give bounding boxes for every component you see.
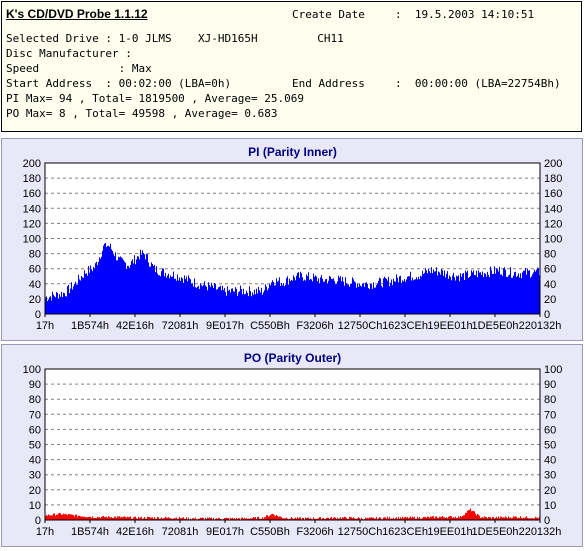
pi-chart: PI (Parity Inner) 0 0 20 20 40 40 60 60 80 80 100 10…	[23, 145, 563, 332]
po-ytick-right: 20	[544, 485, 556, 497]
pi-xtick-label: 12750Ch	[338, 320, 383, 332]
disc-manufacturer-line: Disc Manufacturer :	[6, 47, 132, 60]
po-ytick-left: 80	[29, 394, 41, 406]
pi-ytick-right: 0	[544, 309, 550, 321]
po-ytick-left: 40	[29, 455, 41, 467]
pi-ytick-left: 80	[29, 249, 41, 261]
pi-summary-line: PI Max= 94 , Total= 1819500 , Average= 2…	[6, 92, 305, 105]
pi-ytick-right: 100	[544, 234, 562, 246]
pi-ytick-left: 140	[23, 203, 41, 215]
po-chart-panel: PO (Parity Outer) 0 0 10 10 20 20 30 30 40 40 50 50 6…	[1, 344, 583, 547]
pi-ytick-right: 180	[544, 173, 562, 185]
end-address-label: End Address	[292, 77, 365, 90]
po-summary-line: PO Max= 8 , Total= 49598 , Average= 0.68…	[6, 107, 278, 120]
end-address-value: : 00:00:00 (LBA=22754Bh)	[395, 77, 561, 90]
pi-ytick-right: 60	[544, 264, 556, 276]
po-ytick-right: 70	[544, 409, 556, 421]
pi-xtick-label: 42E16h	[116, 320, 154, 332]
po-xtick-label: 12750Ch	[338, 526, 383, 538]
pi-xtick-label: 1623CEh	[382, 320, 428, 332]
po-xtick-label: 220132h	[519, 526, 562, 538]
po-ytick-right: 60	[544, 424, 556, 436]
pi-xtick-label: 72081h	[162, 320, 199, 332]
po-ytick-right: 30	[544, 470, 556, 482]
pi-ytick-left: 60	[29, 264, 41, 276]
pi-xtick-label: 1B574h	[71, 320, 109, 332]
po-xtick-label: 1DE5E0h	[471, 526, 518, 538]
create-date-value: : 19.5.2003 14:10:51	[395, 8, 535, 21]
pi-ytick-right: 200	[544, 158, 562, 170]
disc-info-panel: K's CD/DVD Probe 1.1.12 Create Date : 19…	[1, 1, 582, 132]
pi-ytick-right: 160	[544, 188, 562, 200]
po-xtick-label: C550Bh	[250, 526, 290, 538]
pi-ytick-left: 0	[35, 309, 41, 321]
po-ytick-right: 10	[544, 500, 556, 512]
app-title: K's CD/DVD Probe 1.1.12	[6, 7, 148, 21]
pi-ytick-right: 140	[544, 203, 562, 215]
pi-xtick-label: 9E017h	[206, 320, 244, 332]
pi-ytick-left: 100	[23, 234, 41, 246]
pi-ytick-left: 120	[23, 218, 41, 230]
po-ytick-right: 50	[544, 440, 556, 452]
pi-ytick-left: 40	[29, 279, 41, 291]
pi-chart-panel: PI (Parity Inner) 0 0 20 20 40 40 60 60 80 80 100 10…	[1, 138, 583, 341]
po-ytick-left: 90	[29, 379, 41, 391]
pi-xtick-label: C550Bh	[250, 320, 290, 332]
po-ytick-right: 90	[544, 379, 556, 391]
pi-ytick-left: 180	[23, 173, 41, 185]
po-xtick-label: F3206h	[296, 526, 333, 538]
pi-ytick-left: 20	[29, 294, 41, 306]
start-address-line: Start Address : 00:02:00 (LBA=0h)	[6, 77, 232, 90]
po-ytick-right: 40	[544, 455, 556, 467]
po-xtick-label: 9E017h	[206, 526, 244, 538]
po-xtick-label: 72081h	[162, 526, 199, 538]
po-ytick-left: 30	[29, 470, 41, 482]
po-ytick-left: 20	[29, 485, 41, 497]
po-chart-title: PO (Parity Outer)	[244, 351, 341, 365]
po-ytick-left: 60	[29, 424, 41, 436]
po-xtick-label: 1B574h	[71, 526, 109, 538]
create-date-label: Create Date	[292, 8, 365, 21]
speed-line: Speed : Max	[6, 62, 152, 75]
po-ytick-left: 10	[29, 500, 41, 512]
pi-plot-border	[44, 162, 541, 315]
pi-chart-title: PI (Parity Inner)	[248, 145, 337, 159]
pi-ytick-right: 40	[544, 279, 556, 291]
pi-xtick-label: 19EE01h	[427, 320, 472, 332]
po-xtick-label: 17h	[36, 526, 54, 538]
po-xtick-label: 1623CEh	[382, 526, 428, 538]
pi-xtick-label: F3206h	[296, 320, 333, 332]
po-ytick-left: 0	[35, 515, 41, 527]
po-chart: PO (Parity Outer) 0 0 10 10 20 20 30 30 40 40 50 50 6…	[23, 351, 563, 538]
pi-ytick-left: 160	[23, 188, 41, 200]
po-ytick-left: 70	[29, 409, 41, 421]
pi-xtick-label: 17h	[36, 320, 54, 332]
po-ytick-left: 100	[23, 364, 41, 376]
po-xtick-label: 19EE01h	[427, 526, 472, 538]
pi-xtick-label: 1DE5E0h	[471, 320, 518, 332]
po-ytick-left: 50	[29, 440, 41, 452]
po-ytick-right: 100	[544, 364, 562, 376]
pi-ytick-right: 20	[544, 294, 556, 306]
pi-ytick-right: 120	[544, 218, 562, 230]
pi-ytick-right: 80	[544, 249, 556, 261]
pi-xtick-label: 220132h	[519, 320, 562, 332]
po-plot-border	[44, 368, 541, 521]
po-ytick-right: 80	[544, 394, 556, 406]
po-ytick-right: 0	[544, 515, 550, 527]
selected-drive-line: Selected Drive : 1-0 JLMS XJ-HD165H CH11	[6, 32, 344, 45]
po-xtick-label: 42E16h	[116, 526, 154, 538]
pi-ytick-left: 200	[23, 158, 41, 170]
